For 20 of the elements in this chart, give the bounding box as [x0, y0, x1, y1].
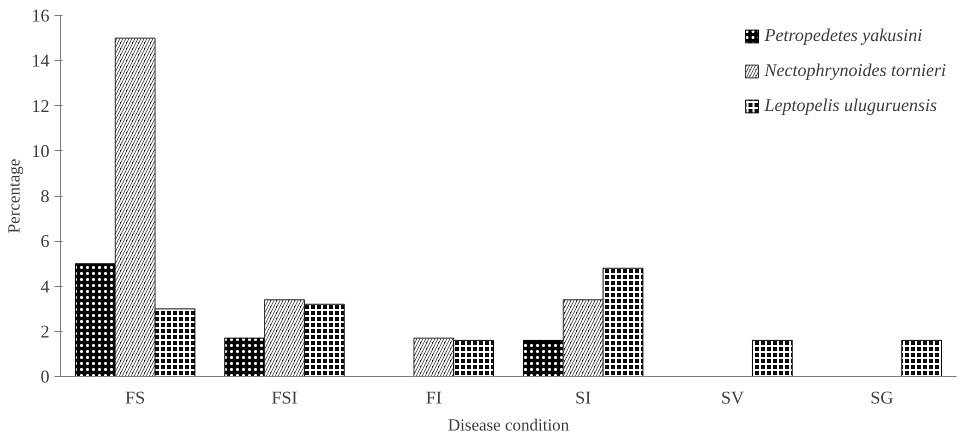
y-tick-label: 12 [32, 96, 50, 116]
y-tick-label: 16 [32, 6, 50, 26]
legend-label: Petropedetes yakusini [764, 25, 922, 46]
y-tick-label: 8 [40, 186, 50, 206]
x-tick-label: SV [720, 388, 744, 408]
y-axis-title: Percentage [4, 158, 24, 234]
x-tick-label: SI [575, 388, 592, 408]
y-tick-label: 0 [40, 366, 50, 386]
x-tick-label: FI [426, 388, 442, 408]
y-tick-label: 14 [32, 50, 50, 71]
x-tick-label: FSI [271, 388, 298, 408]
y-tick-label: 2 [40, 321, 50, 342]
x-tick-label: SG [870, 388, 894, 408]
y-tick-label: 6 [40, 231, 50, 252]
legend-label: Nectophrynoides tornieri [764, 60, 946, 81]
y-tick-label: 4 [40, 276, 50, 296]
legend-label: Leptopelis uluguruensis [764, 95, 938, 116]
x-axis-title: Disease condition [448, 416, 570, 434]
y-tick-label: 10 [32, 140, 50, 161]
x-tick-label: FS [125, 388, 146, 408]
